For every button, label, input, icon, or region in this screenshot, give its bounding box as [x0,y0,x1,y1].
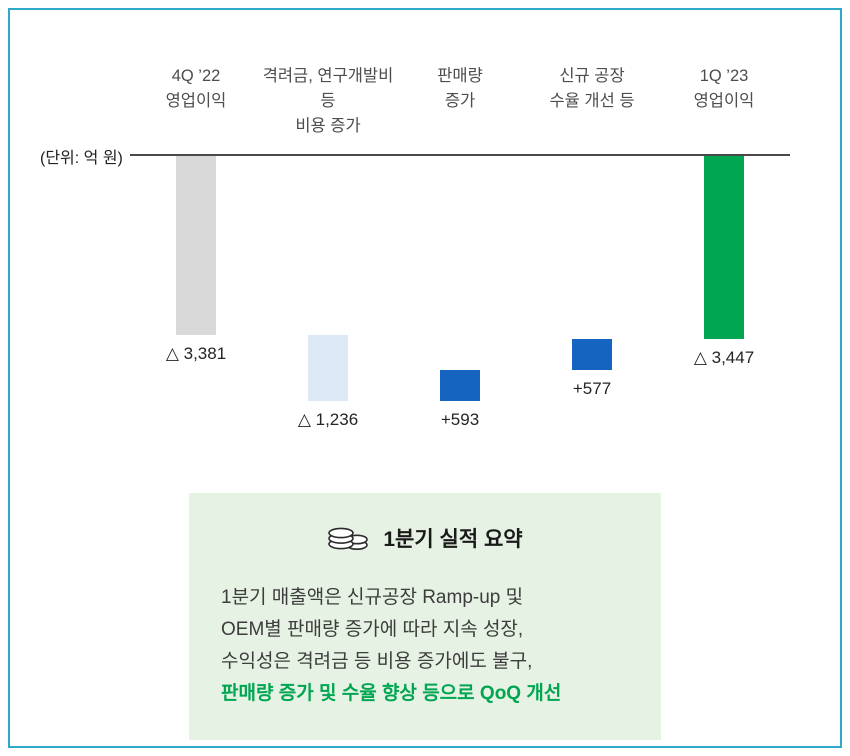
summary-highlight-line: 판매량 증가 및 수율 향상 등으로 QoQ 개선 [221,682,562,704]
waterfall-bar [704,156,744,339]
chart-plot: △ 3,381 △ 1,236 +593 +577 △ 3,447 [130,156,790,449]
column-header: 4Q ’22 영업이익 [165,67,227,110]
summary-line: 1분기 매출액은 신규공장 Ramp-up 및 [221,586,524,608]
chart-headers: 4Q ’22 영업이익 격려금, 연구개발비 등 비용 증가 판매량 증가 신규 공장 수율 … [130,64,790,138]
unit-label: (단위: 억 원) [40,150,123,168]
column-header: 1Q ’23 영업이익 [693,67,755,110]
waterfall-bar [572,338,612,370]
column-header: 신규 공장 수율 개선 등 [549,67,635,110]
bar-value-label: +593 [440,409,480,429]
waterfall-chart: 4Q ’22 영업이익 격려금, 연구개발비 등 비용 증가 판매량 증가 신규 공장 수율 … [10,64,840,449]
summary-title: 1분기 실적 요약 [383,528,523,552]
column-header: 격려금, 연구개발비 등 비용 증가 [262,67,394,135]
bar-value-label: +577 [572,378,612,398]
chart-baseline [130,154,790,157]
bar-value-label: △ 3,447 [693,347,755,367]
bar-value-label: △ 3,381 [165,344,227,364]
bar-value-label: △ 1,236 [297,409,359,429]
coins-icon [327,521,371,556]
column-header: 판매량 증가 [437,67,483,110]
waterfall-bar [176,156,216,336]
summary-title-row: 1분기 실적 요약 [221,521,629,556]
baseline-row: (단위: 억 원) [10,150,840,167]
summary-line: 수익성은 격려금 등 비용 증가에도 불구, [221,650,533,672]
report-frame: 4Q ’22 영업이익 격려금, 연구개발비 등 비용 증가 판매량 증가 신규 공장 수율 … [8,8,842,748]
summary-box: 1분기 실적 요약 1분기 매출액은 신규공장 Ramp-up 및 OEM별 판… [189,492,661,740]
waterfall-bar [308,335,348,401]
waterfall-bar [440,369,480,401]
summary-line: OEM별 판매량 증가에 따라 지속 성장, [221,618,524,640]
